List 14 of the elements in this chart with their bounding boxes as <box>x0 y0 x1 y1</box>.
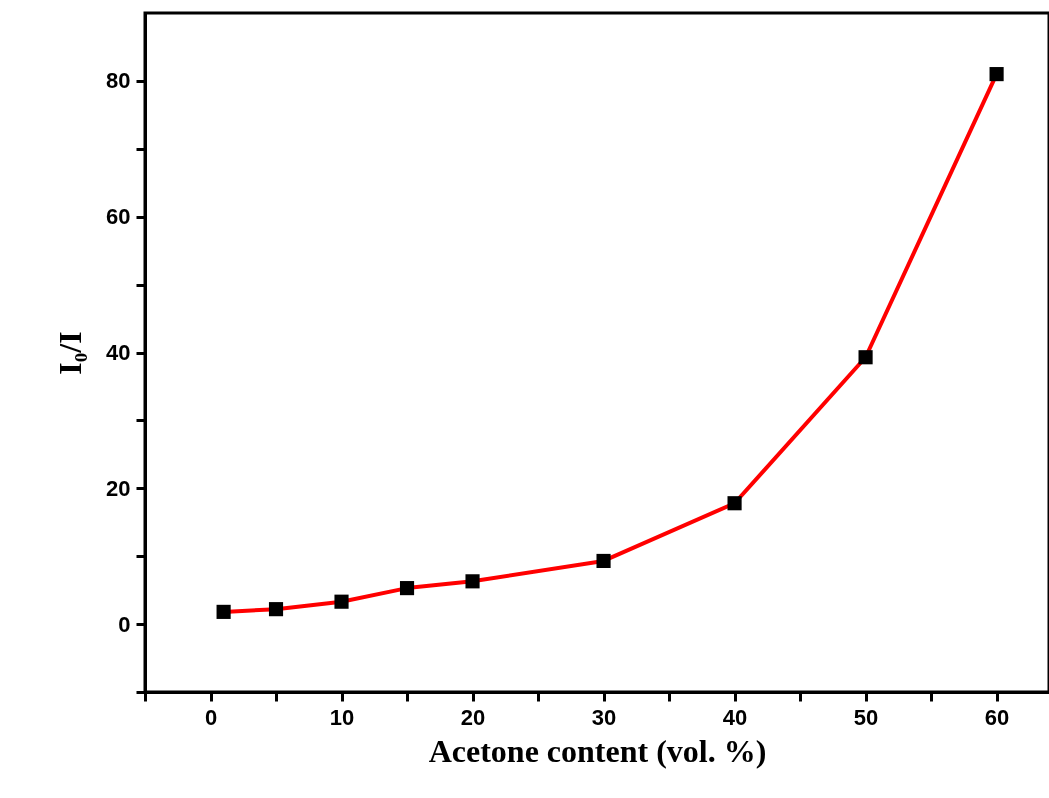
y-tick-label: 80 <box>106 68 131 94</box>
x-tick-label: 0 <box>204 704 218 730</box>
y-tick-label: 20 <box>106 475 131 501</box>
x-tick-label: 50 <box>853 704 879 730</box>
x-tick-label: 10 <box>329 704 355 730</box>
x-axis-title: Acetone content (vol. %) <box>428 732 767 769</box>
y-tick-label: 0 <box>118 611 131 637</box>
x-tick-label: 40 <box>722 704 748 730</box>
y-axis-title: I₀/I <box>52 331 89 375</box>
x-tick-label: 60 <box>984 704 1010 730</box>
y-tick-label: 60 <box>106 204 131 230</box>
y-tick-label: 40 <box>106 340 131 365</box>
x-tick-label: 30 <box>591 704 617 730</box>
x-tick-label: 20 <box>460 704 486 730</box>
